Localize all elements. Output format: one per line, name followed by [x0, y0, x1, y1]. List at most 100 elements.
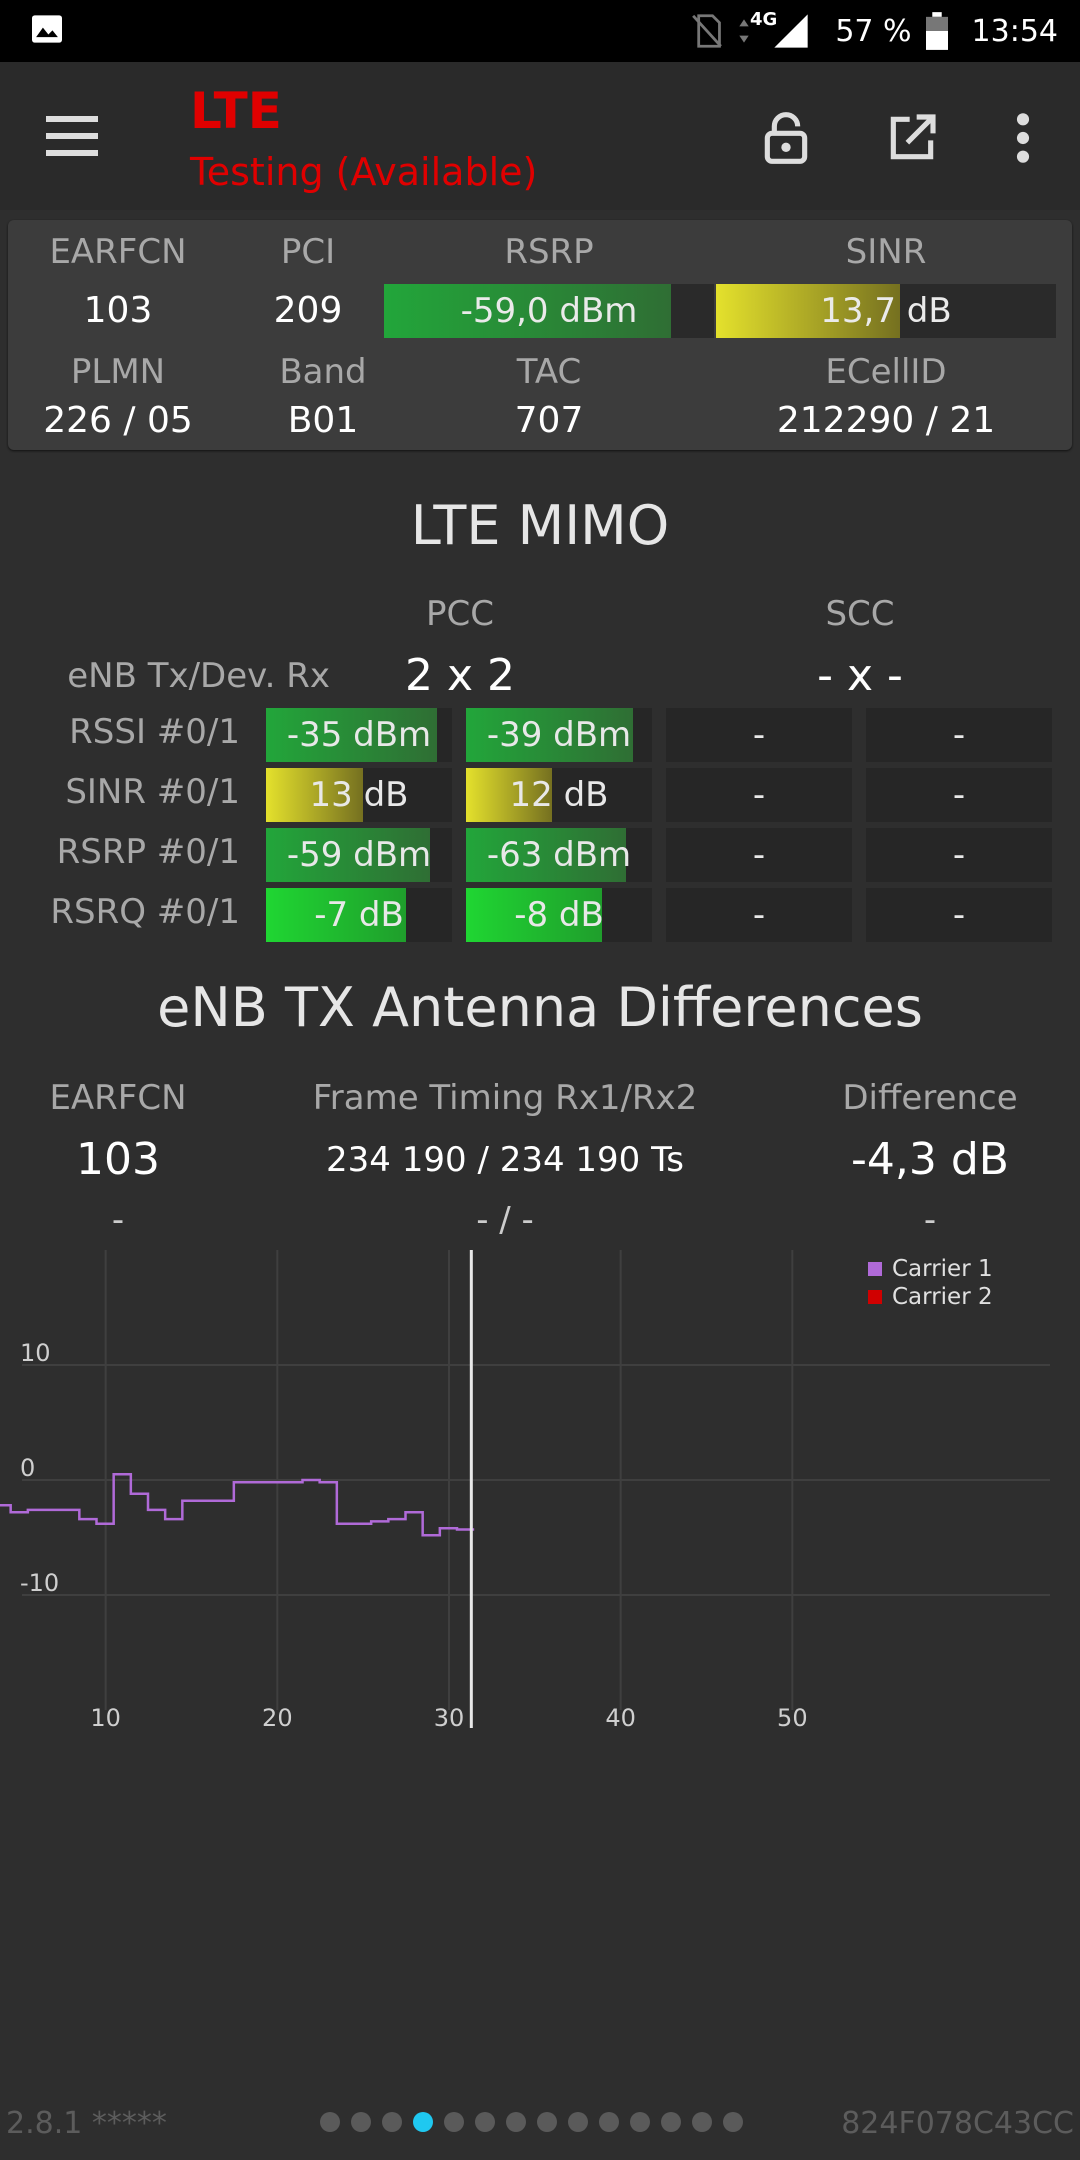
- page-dot[interactable]: [537, 2112, 557, 2132]
- mimo-cell-scc1: -: [866, 888, 1052, 942]
- mimo-row-label: RSRP #0/1: [56, 832, 240, 872]
- mimo-cell-pcc1: -39 dBm: [466, 708, 652, 762]
- pcc-header: PCC: [426, 594, 494, 634]
- mimo-cell-value: -63 dBm: [486, 835, 632, 875]
- image-notification-icon: [32, 15, 62, 43]
- mimo-cell-value: -: [952, 835, 966, 875]
- mimo-cell-value: -: [952, 775, 966, 815]
- status-bar: 4G 57 % 13:54: [0, 0, 1080, 62]
- page-dot[interactable]: [382, 2112, 402, 2132]
- difference-header: Difference: [842, 1078, 1018, 1118]
- pci-value: 209: [273, 290, 343, 331]
- antenna-earfcn-value: 103: [76, 1134, 160, 1185]
- mimo-cell-value: -: [752, 835, 766, 875]
- scc-value: - x -: [817, 650, 903, 701]
- pci-header: PCI: [280, 232, 336, 272]
- page-dot[interactable]: [568, 2112, 588, 2132]
- legend-label: Carrier 2: [892, 1284, 993, 1310]
- mimo-cell-value: -: [952, 715, 966, 755]
- sinr-bar: 13,7 dB: [716, 284, 1056, 338]
- page-dot[interactable]: [444, 2112, 464, 2132]
- mimo-cell-scc0: -: [666, 828, 852, 882]
- mimo-cell-value: -: [752, 895, 766, 935]
- mimo-cell-scc0: -: [666, 708, 852, 762]
- x-tick-label: 40: [605, 1704, 636, 1730]
- page-dot[interactable]: [630, 2112, 650, 2132]
- signal-icon: [774, 14, 808, 48]
- x-tick-label: 50: [777, 1704, 808, 1730]
- mimo-cell-value: -: [952, 895, 966, 935]
- sinr-value: 13,7 dB: [820, 291, 952, 331]
- network-type: 4G: [750, 8, 778, 30]
- clock: 13:54: [971, 13, 1058, 49]
- page-dot[interactable]: [599, 2112, 619, 2132]
- mimo-cell-pcc0: 13 dB: [266, 768, 452, 822]
- pcc-value: 2 x 2: [405, 650, 515, 701]
- page-dot[interactable]: [320, 2112, 340, 2132]
- frame-timing-header: Frame Timing Rx1/Rx2: [312, 1078, 698, 1118]
- mimo-cell-value: -39 dBm: [486, 715, 632, 755]
- mimo-row-label: SINR #0/1: [65, 772, 240, 812]
- x-tick-label: 30: [434, 1704, 465, 1730]
- band-value: B01: [287, 400, 359, 441]
- tac-header: TAC: [516, 352, 582, 392]
- mimo-cell-scc1: -: [866, 768, 1052, 822]
- mimo-cell-scc1: -: [866, 828, 1052, 882]
- page-dot[interactable]: [661, 2112, 681, 2132]
- mimo-title: LTE MIMO: [410, 494, 670, 557]
- mimo-cell-fill: [266, 768, 363, 822]
- page-dot[interactable]: [413, 2112, 433, 2132]
- no-sim-icon: [692, 14, 722, 48]
- menu-icon[interactable]: [46, 114, 98, 158]
- mimo-cell-value: 12 dB: [509, 775, 609, 815]
- mimo-cell-pcc1: -8 dB: [466, 888, 652, 942]
- difference-value-2: -: [923, 1200, 937, 1240]
- tx-rx-label: eNB Tx/Dev. Rx: [67, 656, 330, 696]
- page-dot[interactable]: [692, 2112, 712, 2132]
- ecellid-value: 212290 / 21: [776, 400, 996, 441]
- page-indicator[interactable]: [320, 2112, 743, 2132]
- sinr-bar-fill: [716, 284, 900, 338]
- y-tick-label: -10: [20, 1569, 59, 1597]
- mimo-cell-pcc0: -59 dBm: [266, 828, 452, 882]
- earfcn-value: 103: [83, 290, 153, 331]
- page-dot[interactable]: [351, 2112, 371, 2132]
- legend-swatch: [868, 1290, 882, 1304]
- page-dot[interactable]: [723, 2112, 743, 2132]
- ecellid-header: ECellID: [825, 352, 947, 392]
- x-tick-label: 20: [262, 1704, 293, 1730]
- difference-value: -4,3 dB: [851, 1134, 1009, 1185]
- mimo-cell-value: -: [752, 715, 766, 755]
- open-external-icon[interactable]: [884, 110, 940, 166]
- page-title: LTE: [190, 82, 282, 140]
- page-dot[interactable]: [475, 2112, 495, 2132]
- antenna-earfcn-value-2: -: [111, 1200, 125, 1240]
- legend-swatch: [868, 1262, 882, 1276]
- rsrp-value: -59,0 dBm: [460, 291, 638, 331]
- lock-icon[interactable]: [758, 110, 814, 166]
- mimo-cell-fill: [266, 828, 430, 882]
- frame-timing-value: 234 190 / 234 190 Ts: [326, 1140, 684, 1180]
- x-tick-label: 10: [90, 1704, 121, 1730]
- antenna-title: eNB TX Antenna Differences: [157, 976, 923, 1039]
- rsrp-header: RSRP: [504, 232, 594, 272]
- earfcn-header: EARFCN: [49, 232, 187, 272]
- legend-label: Carrier 1: [892, 1256, 993, 1282]
- page-subtitle: Testing (Available): [190, 150, 538, 194]
- battery-percent: 57 %: [835, 13, 912, 49]
- mimo-cell-pcc0: -35 dBm: [266, 708, 452, 762]
- tac-value: 707: [514, 400, 584, 441]
- more-vert-icon[interactable]: [1006, 110, 1040, 166]
- plmn-value: 226 / 05: [43, 400, 193, 441]
- mimo-cell-fill: [466, 888, 602, 942]
- page-dot[interactable]: [506, 2112, 526, 2132]
- mimo-cell-fill: [466, 828, 626, 882]
- mimo-cell-fill: [466, 768, 552, 822]
- frame-timing-value-2: - / -: [476, 1200, 534, 1240]
- mimo-cell-pcc1: 12 dB: [466, 768, 652, 822]
- mimo-cell-scc1: -: [866, 708, 1052, 762]
- mimo-cell-fill: [266, 888, 406, 942]
- mimo-cell-fill: [266, 708, 438, 762]
- battery-icon: [925, 12, 948, 50]
